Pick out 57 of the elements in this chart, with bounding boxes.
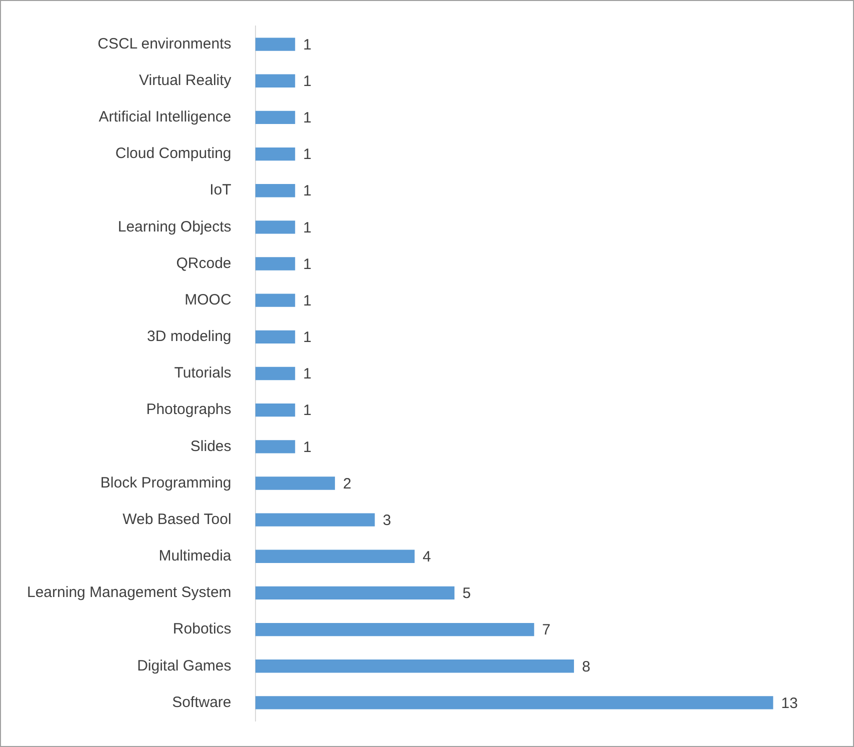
y-tick-label: Robotics — [172, 620, 232, 638]
data-label: 1 — [303, 182, 312, 200]
data-label: 4 — [422, 548, 431, 566]
bar — [255, 622, 534, 636]
bar — [255, 38, 296, 51]
bar — [255, 476, 335, 490]
bar — [255, 257, 296, 270]
data-label: 1 — [303, 256, 312, 273]
bar — [255, 550, 415, 563]
bar — [255, 110, 296, 124]
y-tick-label: Cloud Computing — [115, 145, 232, 162]
bar — [255, 696, 774, 710]
data-label: 1 — [303, 219, 312, 236]
data-label: 7 — [542, 622, 550, 639]
y-tick-label: Digital Games — [137, 657, 232, 674]
y-tick-label: Learning Objects — [118, 218, 232, 236]
y-tick-label: Block Programming — [100, 474, 232, 492]
bar — [255, 513, 375, 526]
data-label: 13 — [781, 694, 798, 712]
data-label: 1 — [303, 402, 312, 420]
y-tick-label: MOOC — [184, 291, 232, 308]
data-label: 2 — [342, 475, 352, 492]
data-label: 5 — [462, 585, 471, 602]
bar — [255, 294, 296, 307]
y-tick-label: Artificial Intelligence — [98, 108, 232, 126]
data-label: 1 — [303, 292, 312, 310]
y-tick-label: Multimedia — [158, 548, 232, 565]
data-label: 1 — [303, 36, 312, 54]
y-tick-label: Virtual Reality — [139, 72, 232, 90]
data-label: 1 — [303, 73, 312, 90]
bar — [255, 440, 296, 454]
y-tick-label: 3D modeling — [147, 328, 232, 346]
y-tick-label: Learning Management System — [27, 584, 232, 602]
bar — [255, 366, 296, 380]
data-label: 1 — [303, 110, 312, 127]
y-tick-label: QRcode — [176, 254, 232, 272]
bar — [255, 220, 296, 234]
y-tick-label: Software — [172, 694, 232, 711]
bar — [255, 74, 296, 88]
y-tick-label: Slides — [190, 438, 232, 455]
y-tick-label: Tutorials — [174, 364, 232, 382]
y-tick-label: IoT — [210, 182, 232, 199]
bar — [255, 184, 296, 198]
data-label: 1 — [303, 438, 312, 456]
bar — [255, 660, 574, 673]
data-label: 1 — [303, 366, 312, 383]
y-tick-label: Web Based Tool — [122, 510, 232, 528]
bar — [255, 147, 296, 161]
data-label: 1 — [303, 146, 312, 164]
data-label: 8 — [582, 658, 590, 676]
bar — [255, 586, 454, 600]
bar — [255, 403, 296, 417]
bar — [255, 330, 296, 344]
data-label: 3 — [382, 512, 392, 529]
data-label: 1 — [303, 329, 312, 346]
y-tick-label: CSCL environments — [98, 35, 232, 52]
y-tick-label: Photographs — [146, 401, 232, 418]
